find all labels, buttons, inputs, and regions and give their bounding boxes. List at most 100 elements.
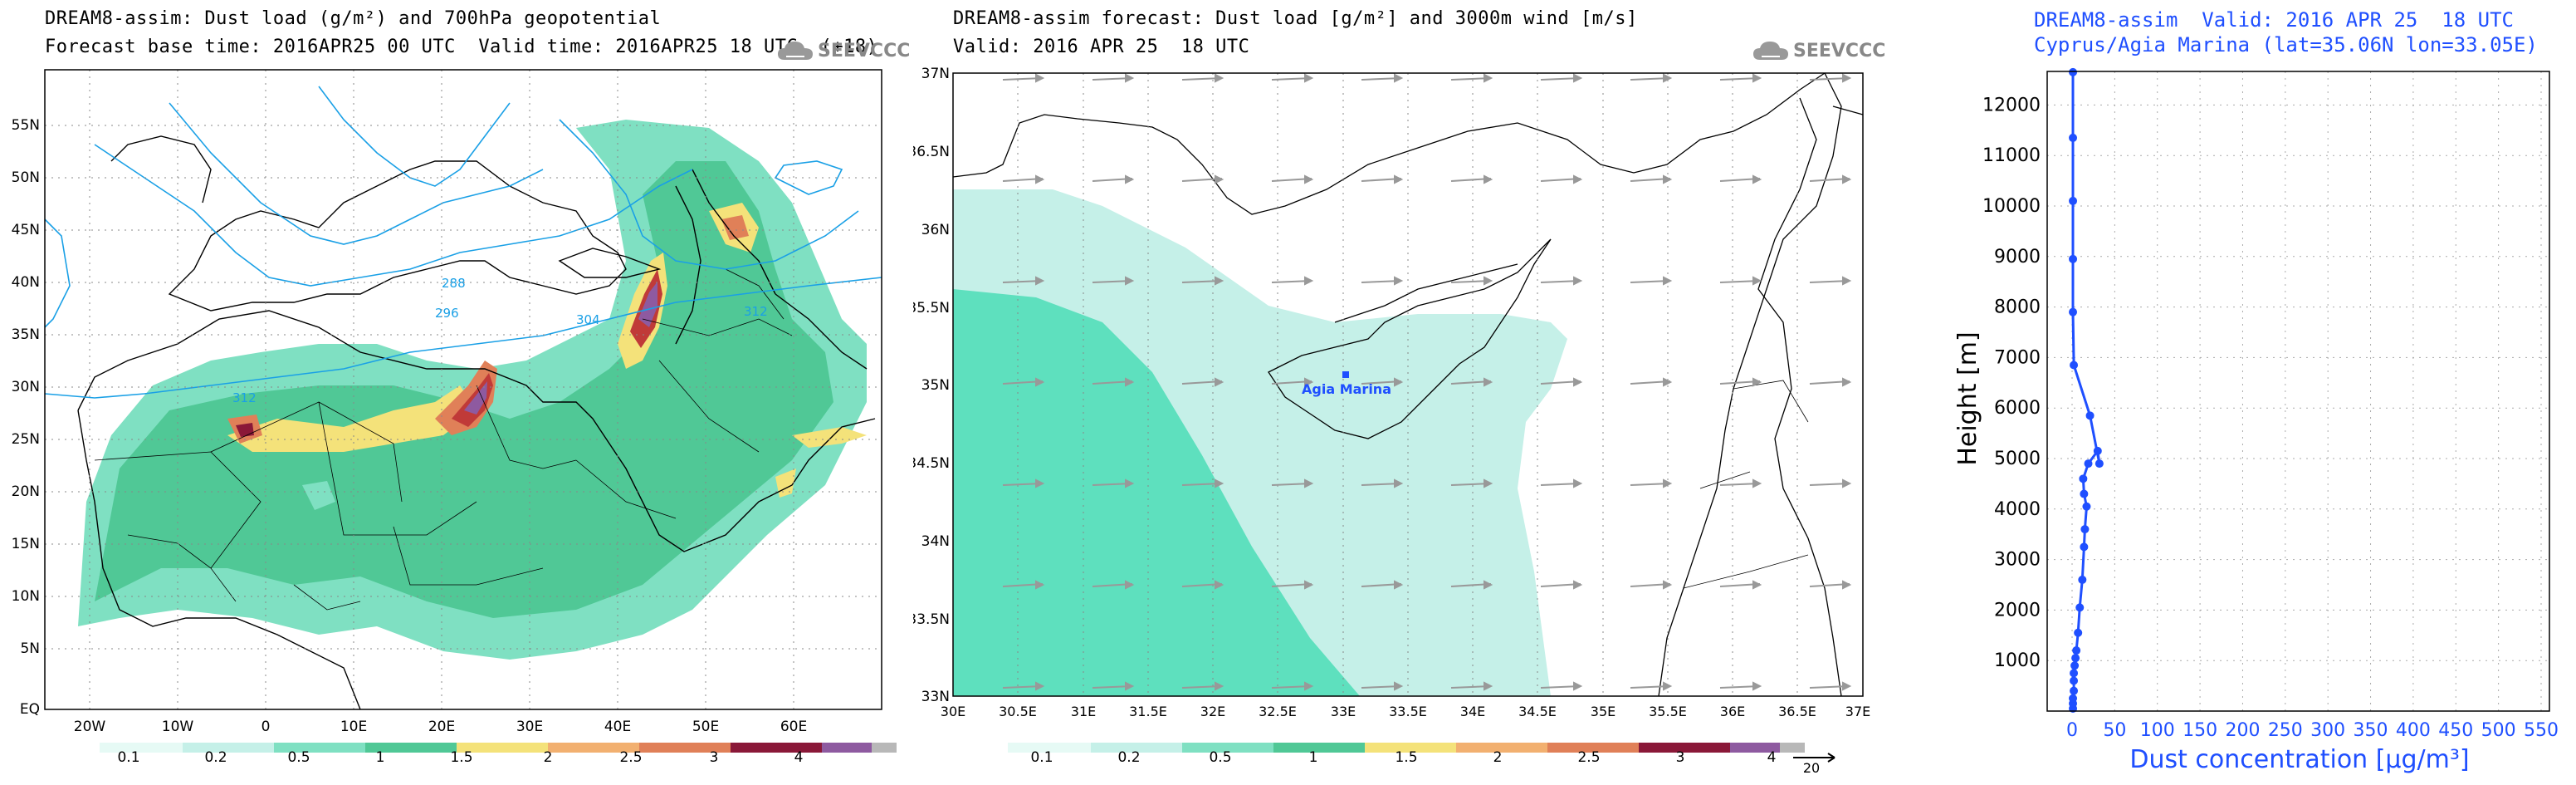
profile-data-point bbox=[2074, 628, 2083, 637]
profile-y-tick-label: 9000 bbox=[1994, 247, 2041, 267]
left-title-line1: DREAM8-assim: Dust load (g/m²) and 700hP… bbox=[45, 8, 662, 29]
lon-label: 33E bbox=[1331, 704, 1356, 719]
lat-label: 35N bbox=[12, 326, 40, 343]
profile-data-point bbox=[2070, 361, 2079, 370]
lat-label: 55N bbox=[12, 117, 40, 134]
lon-label: 36.5E bbox=[1778, 704, 1816, 719]
left-map-panel: DREAM8-assim: Dust load (g/m²) and 700hP… bbox=[0, 0, 911, 785]
profile-data-point bbox=[2079, 474, 2088, 483]
profile-chart: 0 50 100 150 200 250 300 350 400 450 500 550 1000 20… bbox=[1953, 67, 2559, 774]
wind-reference-label: 20 bbox=[1803, 760, 1820, 776]
profile-data-point bbox=[2080, 489, 2089, 498]
wind-arrow-head bbox=[1394, 174, 1404, 184]
profile-title: DREAM8-assim Valid: 2016 APR 25 18 UTC bbox=[2034, 8, 2514, 32]
dust-profile-line bbox=[2071, 71, 2101, 709]
wind-reference-arrow bbox=[1793, 753, 1835, 763]
profile-data-point bbox=[2072, 646, 2081, 655]
left-dust-field bbox=[78, 120, 867, 660]
profile-x-tick-label: 200 bbox=[2225, 720, 2260, 741]
lat-label: EQ bbox=[20, 701, 40, 718]
lat-label: 35.5N bbox=[913, 300, 950, 316]
wind-arrow-head bbox=[1394, 276, 1404, 286]
left-colorbar bbox=[100, 743, 897, 753]
right-profile-panel: DREAM8-assim Valid: 2016 APR 25 18 UTC C… bbox=[1909, 0, 2576, 785]
wind-arrow-head bbox=[1035, 580, 1045, 590]
lon-label: 31E bbox=[1071, 704, 1096, 719]
wind-arrow-head bbox=[1752, 174, 1762, 184]
lon-label: 50E bbox=[692, 719, 719, 735]
wind-arrow-head bbox=[1394, 681, 1404, 691]
lon-label: 0 bbox=[262, 719, 271, 735]
wind-arrow-head bbox=[1573, 681, 1583, 691]
profile-data-point bbox=[2070, 686, 2079, 695]
profile-data-point bbox=[2069, 694, 2078, 703]
wind-arrow-head bbox=[1304, 478, 1314, 488]
mid-lat-labels: 37N 36.5N 36N 35.5N 35N 34.5N 34N 33.5N … bbox=[913, 66, 950, 705]
mid-map: Agia Marina 37N 36.5N 36N 35.5N 35N 34.5… bbox=[913, 66, 1870, 776]
wind-arrow-head bbox=[1484, 681, 1493, 691]
left-cb-label: 1.5 bbox=[450, 749, 473, 766]
contour-label: 304 bbox=[576, 312, 600, 327]
profile-data-point bbox=[2080, 525, 2090, 534]
profile-y-tick-label: 4000 bbox=[1994, 499, 2041, 520]
wind-arrow-head bbox=[1752, 681, 1762, 691]
profile-y-tick-label: 11000 bbox=[1982, 145, 2041, 166]
lat-label: 10N bbox=[12, 588, 40, 605]
wind-arrow-head bbox=[1484, 73, 1493, 83]
mid-map-panel: DREAM8-assim forecast: Dust load [g/m²] … bbox=[913, 0, 1901, 785]
left-cb-label: 2 bbox=[543, 749, 553, 766]
wind-arrow-head bbox=[1484, 377, 1493, 387]
profile-x-tick-label: 250 bbox=[2268, 720, 2303, 741]
wind-arrow-head bbox=[1304, 377, 1314, 387]
wind-arrow-head bbox=[1215, 478, 1224, 488]
lat-label: 40N bbox=[12, 274, 40, 291]
wind-arrow-head bbox=[1842, 73, 1852, 83]
profile-ylabel: Height [m] bbox=[1953, 331, 1982, 465]
lat-label: 25N bbox=[12, 431, 40, 448]
lon-label: 34E bbox=[1460, 704, 1485, 719]
dust-profile-points bbox=[2069, 67, 2104, 713]
mid-lon-labels: 30E 30.5E 31E 31.5E 32E 32.5E 33E 33.5E … bbox=[941, 704, 1870, 719]
profile-data-point bbox=[2070, 669, 2079, 678]
mid-cb-label: 4 bbox=[1767, 749, 1777, 766]
lon-label: 20W bbox=[74, 719, 106, 735]
left-geopotential-contours bbox=[44, 86, 882, 399]
lon-label: 33.5E bbox=[1389, 704, 1427, 719]
wind-arrow-head bbox=[1663, 377, 1673, 387]
wind-arrow-head bbox=[1842, 174, 1852, 184]
left-map-frame bbox=[44, 69, 882, 710]
lon-label: 20E bbox=[428, 719, 455, 735]
wind-arrow-head bbox=[1125, 681, 1135, 691]
profile-x-tick-label: 550 bbox=[2524, 720, 2559, 741]
wind-arrow-head bbox=[1752, 276, 1762, 286]
profile-y-tick-label: 5000 bbox=[1994, 449, 2041, 469]
profile-data-point bbox=[2078, 575, 2087, 584]
lon-label: 10W bbox=[162, 719, 194, 735]
lat-label: 45N bbox=[12, 222, 40, 238]
mid-cb-label: 0.2 bbox=[1117, 749, 1141, 766]
wind-arrow-head bbox=[1573, 73, 1583, 83]
wind-arrow-head bbox=[1663, 681, 1673, 691]
mid-cb-label: 1 bbox=[1308, 749, 1318, 766]
wind-arrow-head bbox=[1752, 377, 1762, 387]
wind-arrow-head bbox=[1304, 174, 1314, 184]
profile-y-tick-label: 10000 bbox=[1982, 196, 2041, 217]
left-logo: SEEVCCC bbox=[776, 40, 910, 61]
lon-label: 30.5E bbox=[999, 704, 1037, 719]
lat-label: 37N bbox=[921, 66, 950, 82]
lon-label: 35.5E bbox=[1649, 704, 1687, 719]
profile-x-tick-label: 500 bbox=[2481, 720, 2516, 741]
wind-arrow-head bbox=[1125, 73, 1135, 83]
lon-label: 37E bbox=[1845, 704, 1870, 719]
profile-y-tick-labels: 1000 2000 3000 4000 5000 6000 7000 8000 9000 1000… bbox=[1982, 95, 2041, 671]
lat-label: 33.5N bbox=[913, 611, 950, 628]
wind-arrow-head bbox=[1215, 580, 1224, 590]
lat-label: 33N bbox=[921, 689, 950, 705]
wind-arrow-head bbox=[1663, 276, 1673, 286]
wind-arrow-head bbox=[1394, 377, 1404, 387]
profile-y-tick-label: 2000 bbox=[1994, 600, 2041, 621]
cloud-icon bbox=[1753, 42, 1788, 60]
mid-wind-vectors bbox=[1002, 73, 1852, 691]
lon-label: 40E bbox=[604, 719, 631, 735]
profile-plot-frame bbox=[2046, 71, 2550, 712]
